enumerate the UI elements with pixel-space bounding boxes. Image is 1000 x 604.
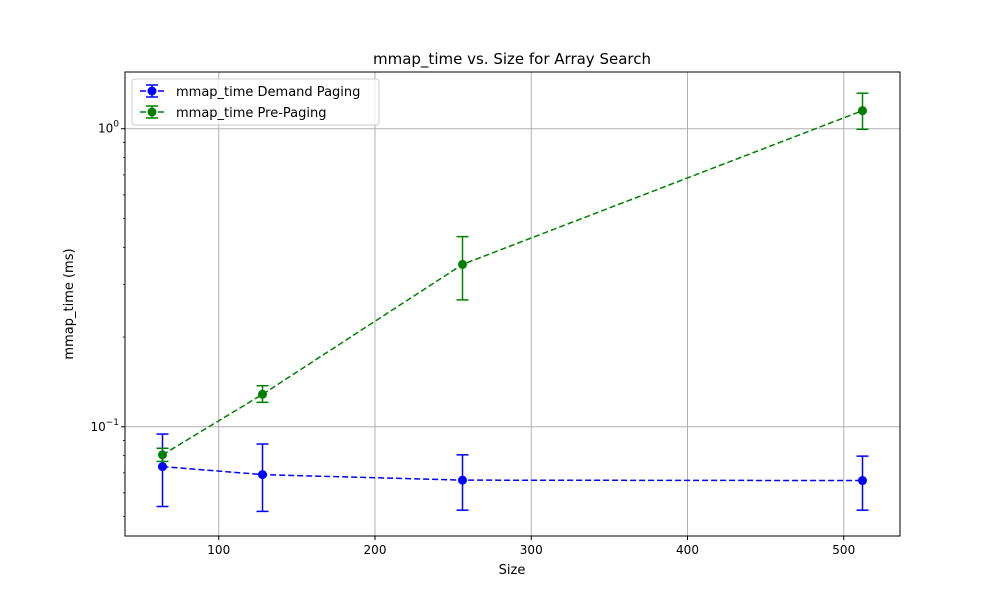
series-layer	[156, 92, 869, 513]
legend: mmap_time Demand Paging mmap_time Pre-Pag…	[131, 78, 380, 126]
series-0	[156, 433, 869, 513]
x-axis-label: Size	[499, 563, 526, 578]
series-line	[162, 465, 863, 482]
y-tick-label-base: 10	[98, 122, 113, 136]
y-axis-label: mmap_time (ms)	[62, 248, 77, 359]
y-tick-label-exponent: −1	[106, 418, 119, 428]
plot-frame	[124, 71, 901, 537]
x-tick-label: 200	[364, 543, 387, 557]
data-point	[258, 389, 267, 399]
series-line	[162, 109, 863, 456]
y-tick-label-base: 10	[90, 420, 105, 434]
data-point	[158, 450, 167, 460]
data-point	[158, 462, 167, 472]
legend-marker	[147, 86, 157, 96]
x-tick-label: 300	[520, 543, 543, 557]
y-tick-label-exponent: 0	[113, 120, 119, 130]
data-point	[258, 470, 267, 480]
y-tick-label: 100	[98, 120, 119, 136]
legend-label: mmap_time Pre-Paging	[176, 106, 326, 121]
legend-label: mmap_time Demand Paging	[176, 85, 360, 100]
data-point	[458, 475, 467, 485]
grid-lines	[125, 72, 900, 536]
data-point	[858, 106, 867, 116]
x-axis-ticks: 100 200 300 400 500	[207, 536, 855, 557]
x-tick-label: 500	[832, 543, 855, 557]
x-tick-label: 100	[207, 543, 230, 557]
data-point	[458, 259, 467, 269]
legend-item: mmap_time Pre-Paging	[140, 105, 326, 121]
y-tick-label: 10−1	[90, 418, 119, 434]
legend-box	[131, 78, 380, 126]
legend-marker	[147, 107, 157, 117]
x-tick-label: 400	[676, 543, 699, 557]
chart-title: mmap_time vs. Size for Array Search	[373, 50, 651, 69]
legend-item: mmap_time Demand Paging	[140, 84, 360, 100]
series-1	[156, 92, 869, 463]
legend-items: mmap_time Demand Paging mmap_time Pre-Pag…	[140, 84, 360, 121]
data-point	[858, 476, 867, 486]
